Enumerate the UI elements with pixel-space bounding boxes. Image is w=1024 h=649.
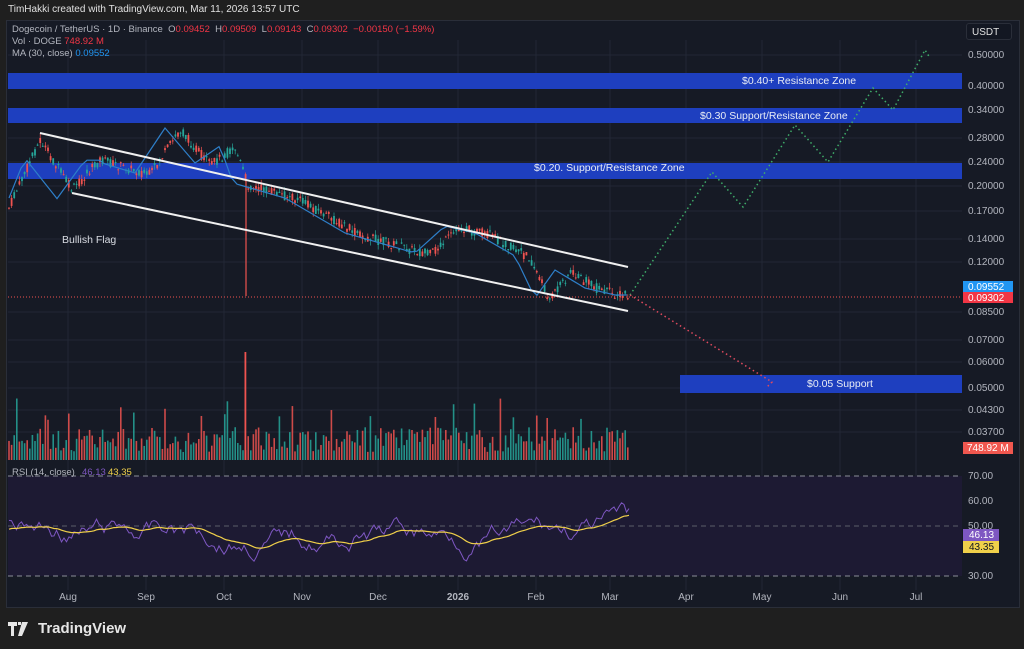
svg-text:70.00: 70.00: [968, 471, 993, 482]
svg-text:Jul: Jul: [910, 592, 923, 603]
svg-text:30.00: 30.00: [968, 571, 993, 582]
chart-legend: Dogecoin / TetherUS · 1D · Binance O0.09…: [12, 24, 434, 60]
svg-text:Jun: Jun: [832, 592, 848, 603]
svg-text:0.05000: 0.05000: [968, 383, 1005, 394]
svg-text:0.40000: 0.40000: [968, 81, 1005, 92]
ma-row: MA (30, close) 0.09552: [12, 48, 110, 59]
svg-text:46.13: 46.13: [82, 467, 106, 478]
svg-text:0.17000: 0.17000: [968, 206, 1005, 217]
zone-label-040: $0.40+ Resistance Zone: [742, 75, 856, 87]
currency-button[interactable]: USDT: [966, 23, 1012, 40]
svg-text:60.00: 60.00: [968, 496, 993, 507]
svg-text:0.04300: 0.04300: [968, 405, 1005, 416]
svg-text:May: May: [753, 592, 772, 603]
svg-text:43.35: 43.35: [969, 542, 994, 553]
tradingview-logo: TradingView: [8, 620, 126, 637]
chart-credit: TimHakki created with TradingView.com, M…: [8, 4, 300, 15]
svg-text:0.08500: 0.08500: [968, 307, 1005, 318]
svg-text:0.28000: 0.28000: [968, 133, 1005, 144]
zone-label-020: $0.20. Support/Resistance Zone: [534, 162, 685, 174]
svg-text:0.50000: 0.50000: [968, 50, 1005, 61]
svg-text:46.13: 46.13: [969, 530, 994, 541]
svg-text:0.09552: 0.09552: [968, 282, 1005, 293]
ohlc-row: Dogecoin / TetherUS · 1D · Binance O0.09…: [12, 24, 435, 35]
svg-text:Oct: Oct: [216, 592, 232, 603]
svg-text:RSI (14, close): RSI (14, close): [12, 467, 75, 478]
svg-text:0.14000: 0.14000: [968, 234, 1005, 245]
svg-text:Sep: Sep: [137, 592, 155, 603]
svg-text:Mar: Mar: [601, 592, 619, 603]
svg-text:Nov: Nov: [293, 592, 311, 603]
svg-text:0.34000: 0.34000: [968, 105, 1005, 116]
svg-text:Apr: Apr: [678, 592, 694, 603]
svg-text:43.35: 43.35: [108, 467, 132, 478]
bullish-flag-label: Bullish Flag: [62, 234, 116, 246]
svg-text:0.24000: 0.24000: [968, 157, 1005, 168]
zone-label-005: $0.05 Support: [807, 378, 873, 390]
svg-text:Feb: Feb: [527, 592, 545, 603]
svg-text:0.07000: 0.07000: [968, 335, 1005, 346]
svg-text:0.12000: 0.12000: [968, 257, 1005, 268]
svg-text:0.03700: 0.03700: [968, 427, 1005, 438]
svg-text:Aug: Aug: [59, 592, 77, 603]
svg-text:0.06000: 0.06000: [968, 357, 1005, 368]
svg-text:0.09302: 0.09302: [968, 293, 1005, 304]
symbol-title[interactable]: Dogecoin / TetherUS · 1D · Binance: [12, 24, 163, 35]
svg-text:2026: 2026: [447, 592, 470, 603]
svg-text:50.00: 50.00: [968, 521, 993, 532]
zone-label-030: $0.30 Support/Resistance Zone: [700, 110, 848, 122]
tradingview-logo-icon: [8, 621, 28, 636]
svg-text:0.20000: 0.20000: [968, 181, 1005, 192]
svg-text:Dec: Dec: [369, 592, 387, 603]
svg-text:748.92 M: 748.92 M: [967, 443, 1009, 454]
volume-row: Vol · DOGE 748.92 M: [12, 36, 104, 47]
